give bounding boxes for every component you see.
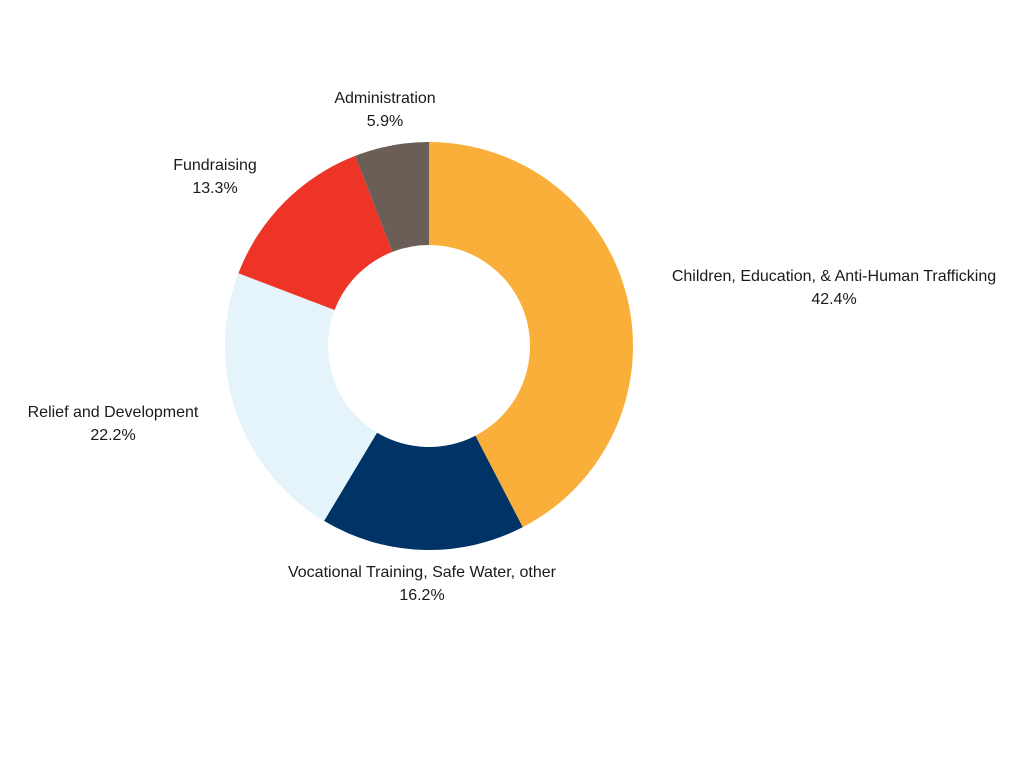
slice-value-relief-and-development: 22.2% [90,427,135,444]
slice-value-children-education-anti-human-trafficking: 42.4% [811,291,856,308]
slice-value-vocational-training-safe-water-other: 16.2% [399,587,444,604]
slice-value-administration: 5.9% [367,113,403,130]
slice-relief-and-development [225,273,378,521]
slice-label-relief-and-development: Relief and Development [28,404,199,421]
slice-fundraising [238,155,393,311]
slice-administration [355,142,429,252]
slice-vocational-training-safe-water-other [324,432,523,550]
slice-label-fundraising: Fundraising [173,157,257,174]
slice-label-administration: Administration [334,90,435,107]
slice-label-vocational-training-safe-water-other: Vocational Training, Safe Water, other [288,564,557,581]
slice-labels: Children, Education, & Anti-Human Traffi… [28,90,997,604]
donut-slices [225,142,633,550]
slice-children-education-anti-human-trafficking [429,142,633,528]
slice-label-children-education-anti-human-trafficking: Children, Education, & Anti-Human Traffi… [672,268,996,285]
slice-value-fundraising: 13.3% [192,180,237,197]
